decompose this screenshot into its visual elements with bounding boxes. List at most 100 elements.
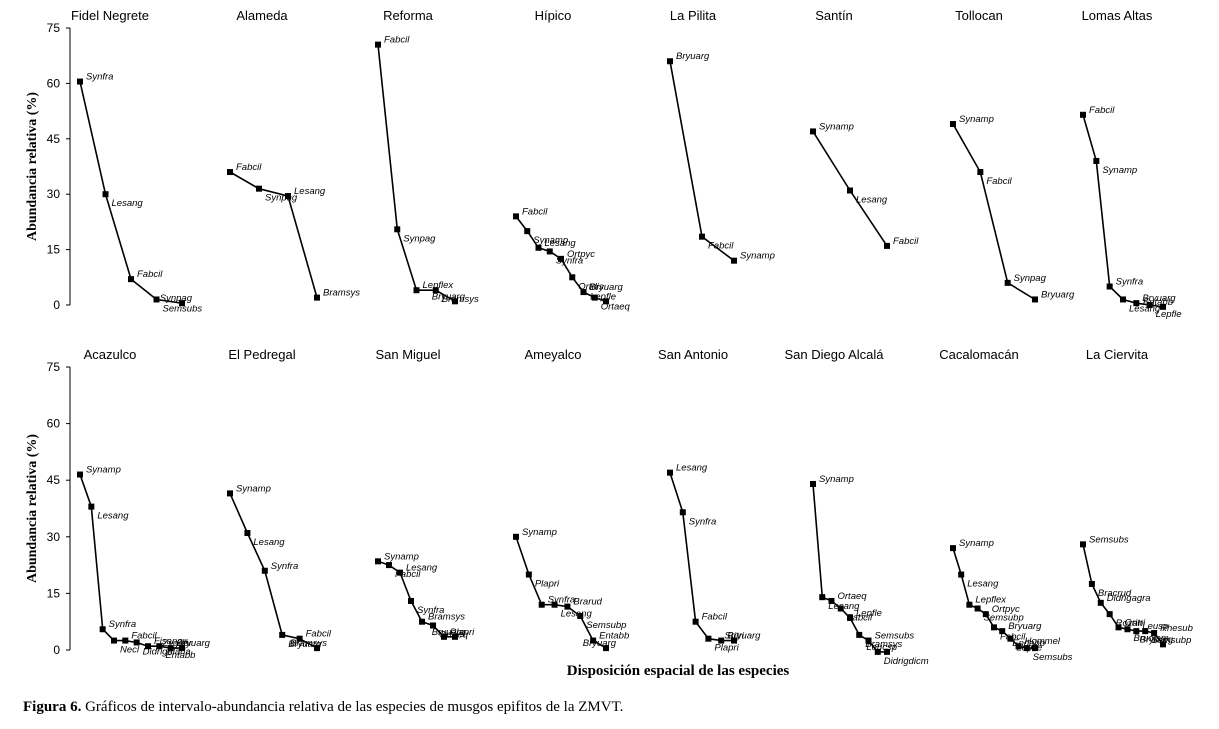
data-point-label: Bramsys [290, 638, 327, 649]
data-point-label: Synfra [548, 595, 575, 606]
y-axis-label: Abundancia relativa (%) [25, 434, 40, 583]
data-point-marker [99, 626, 106, 633]
y-tick-label: 45 [47, 132, 61, 146]
data-point-marker [156, 643, 163, 650]
data-point-marker [1004, 279, 1011, 286]
data-point-label: Brarud [573, 597, 602, 608]
data-point-label: Lesang [97, 511, 129, 522]
data-point-marker [1080, 541, 1086, 548]
data-point-marker [122, 637, 129, 644]
data-point-label: Synpag [1014, 273, 1047, 284]
data-point-label: Lesang [967, 579, 999, 590]
data-point-label: Synamp [236, 483, 271, 494]
data-point-label: Bramsys [428, 612, 465, 623]
data-point-marker [810, 128, 816, 135]
data-point-label: Synfra [271, 561, 298, 572]
data-point-marker [179, 300, 185, 307]
caption-text: Gráficos de intervalo-abundancia relativ… [81, 699, 624, 715]
data-point-marker [1146, 302, 1153, 308]
data-point-marker [718, 637, 725, 644]
data-point-marker [441, 633, 447, 640]
data-point-marker [145, 643, 151, 650]
panel-title-san-miguel: San Miguel [375, 347, 440, 362]
data-point-label: Plapri [535, 579, 560, 590]
data-point-label: Lesang [406, 563, 438, 574]
panel-title-ameyalco: Ameyalco [524, 347, 581, 362]
data-point-marker [837, 605, 844, 612]
data-point-marker [950, 121, 956, 128]
data-point-label: Lesang [253, 537, 285, 548]
data-point-marker [982, 611, 989, 618]
data-point-label: Synpag [403, 233, 436, 244]
data-point-label: Gritri [1125, 617, 1146, 628]
data-point-marker [999, 628, 1006, 635]
data-point-marker [884, 648, 890, 655]
data-point-marker [692, 618, 699, 625]
data-point-label: Bramsys [865, 639, 902, 650]
data-point-label: Bryuarg [583, 638, 617, 649]
data-point-marker [397, 569, 403, 576]
data-point-label: Bryuarg [1008, 621, 1042, 632]
data-point-label: Leucsp [866, 642, 897, 653]
data-point-label: Fabcil [395, 569, 421, 580]
series-line-la-pilita [669, 61, 735, 262]
data-point-label: Bryuarg [1142, 293, 1176, 304]
data-point-label: Fabcil [236, 162, 262, 173]
panel-title-san-diego-alcala: San Diego Alcalá [784, 347, 884, 362]
series-line-ameyalco [515, 536, 607, 649]
y-tick-label: 30 [47, 530, 61, 544]
data-point-marker [513, 533, 519, 540]
series-line-fidel-negrete [79, 81, 183, 304]
data-point-label: Lesang [676, 463, 708, 474]
data-point-label: Lesang [545, 238, 577, 249]
data-point-marker [591, 294, 598, 301]
data-point-label: Semsubs [163, 303, 203, 314]
y-tick-label: 0 [53, 643, 60, 657]
data-point-label: Bruojam [1133, 633, 1168, 644]
data-point-label: Lesang [294, 186, 326, 197]
data-point-marker [77, 78, 83, 85]
panel-title-san-antonio: San Antonio [658, 347, 728, 362]
x-axis-label: Disposición espacial de las especies [567, 663, 790, 679]
data-point-marker [88, 503, 95, 510]
data-point-label: Ortdis [578, 281, 604, 292]
data-point-label: Entabb [599, 631, 629, 642]
series-line-san-diego-alcala [812, 483, 887, 653]
data-point-marker [991, 624, 997, 631]
data-point-marker [1160, 303, 1166, 310]
y-tick-label: 60 [47, 417, 61, 431]
data-point-label: Synfra [109, 619, 136, 630]
data-point-label: Semsubp [984, 612, 1024, 623]
data-point-marker [564, 603, 571, 610]
data-point-marker [847, 187, 853, 194]
data-point-label: Bryuarg [432, 291, 466, 302]
panel-title-hipico: Hípico [535, 8, 572, 23]
data-point-marker [865, 637, 872, 644]
data-point-label: Fabcil [131, 631, 157, 642]
y-tick-label: 75 [47, 360, 61, 374]
data-point-marker [227, 490, 233, 497]
data-point-label: Lepflex [975, 595, 1007, 606]
data-point-label: Bramsys [323, 288, 360, 299]
panel-title-fidel-negrete: Fidel Negrete [71, 8, 149, 23]
data-point-marker [847, 614, 853, 621]
data-point-label: Synamp [522, 527, 557, 538]
data-point-marker [1133, 300, 1140, 307]
data-point-marker [874, 648, 881, 655]
panel-title-la-ciervita: La Ciervita [1086, 347, 1149, 362]
data-point-label: Synfra [689, 516, 716, 527]
data-point-marker [1106, 283, 1113, 290]
panel-title-tollocan: Tollocan [955, 8, 1003, 23]
data-point-marker [705, 635, 712, 642]
data-point-marker [452, 298, 458, 305]
data-point-label: Synamp [740, 251, 775, 262]
data-point-label: Didrigdicm [884, 656, 929, 667]
data-point-label: Synamp [1102, 165, 1137, 176]
series-line-alameda [229, 171, 318, 298]
data-point-label: Hommel [1025, 636, 1061, 647]
data-point-marker [1142, 628, 1149, 635]
data-point-marker [314, 645, 320, 652]
data-point-label: Ortpyc [567, 249, 595, 260]
data-point-marker [590, 637, 597, 644]
